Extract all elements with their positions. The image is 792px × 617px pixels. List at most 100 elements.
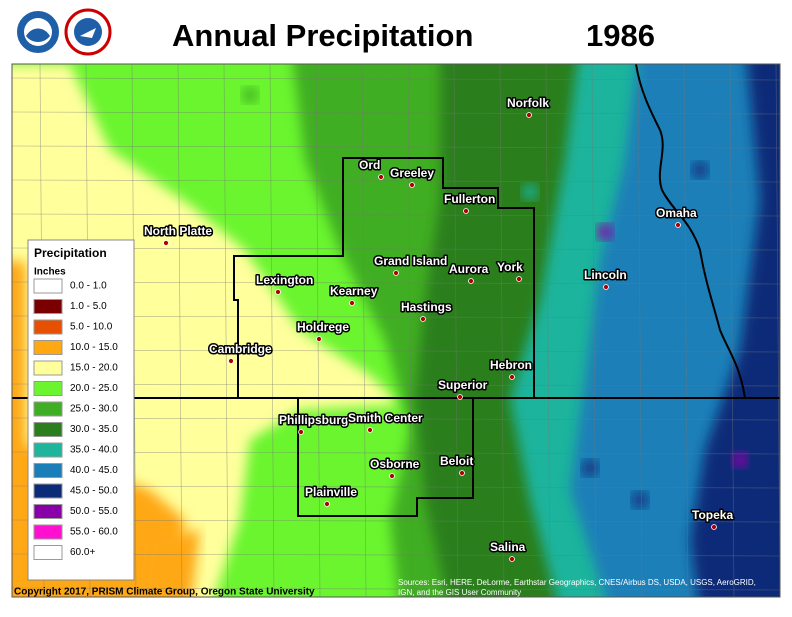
city-label: Kearney	[330, 284, 378, 298]
city-dot	[298, 429, 304, 435]
city-dot	[378, 174, 384, 180]
sources: IGN, and the GIS User Community	[398, 588, 521, 597]
city-dot	[393, 270, 399, 276]
legend-label: 15.0 - 20.0	[70, 363, 118, 374]
city-dot	[316, 336, 322, 342]
city-dot	[389, 473, 395, 479]
county-line	[499, 64, 505, 597]
legend-title: Precipitation	[34, 246, 107, 260]
city-label: North Platte	[144, 224, 212, 238]
city-label: Hastings	[401, 300, 452, 314]
city-dot	[459, 470, 465, 476]
legend-label: 20.0 - 25.0	[70, 383, 118, 394]
city-dot	[409, 182, 415, 188]
county-line	[12, 451, 780, 455]
city-dot	[516, 276, 522, 282]
legend-label: 1.0 - 5.0	[70, 301, 107, 312]
county-line	[591, 64, 597, 597]
city-dot	[468, 278, 474, 284]
zone	[12, 260, 26, 597]
city-label: Grand Island	[374, 254, 447, 268]
county-line	[12, 519, 780, 523]
legend-swatch	[33, 483, 63, 499]
legend-label: 60.0+	[70, 547, 95, 558]
county-line	[453, 64, 459, 597]
zone-spot	[582, 460, 598, 476]
city-label: Lincoln	[584, 268, 627, 282]
county-lines	[12, 64, 780, 597]
city-label: Plainville	[305, 485, 357, 499]
nws-logo	[64, 8, 112, 56]
legend-label: 55.0 - 60.0	[70, 527, 118, 538]
county-line	[729, 64, 735, 597]
county-line	[407, 64, 413, 597]
city-label: Superior	[438, 378, 488, 392]
legend-label: 45.0 - 50.0	[70, 486, 118, 497]
city-dot	[324, 501, 330, 507]
zone-spot	[692, 162, 708, 178]
legend-units: Inches	[34, 267, 66, 278]
legend-swatch	[33, 545, 63, 560]
city-label: Fullerton	[444, 192, 495, 206]
city-label: Lexington	[256, 273, 313, 287]
city-label: Osborne	[370, 457, 420, 471]
cities: Norfolk Ord Greeley Fullerton North Platte Om…	[143, 95, 735, 562]
city-label: Cambridge	[209, 342, 272, 356]
city-label: Greeley	[390, 166, 434, 180]
legend-swatch	[33, 340, 63, 355]
city-label: York	[497, 260, 523, 274]
map-frame	[11, 63, 781, 598]
city-dot	[603, 284, 609, 290]
legend-swatch	[33, 381, 63, 396]
legend-swatch	[33, 463, 63, 478]
legend-swatch	[33, 299, 63, 314]
legend-label: 0.0 - 1.0	[70, 281, 107, 292]
county-line	[12, 485, 780, 489]
legend-swatch	[33, 278, 63, 294]
legend-swatch	[33, 319, 63, 335]
legend-label: 30.0 - 35.0	[70, 424, 118, 435]
city-dot	[163, 240, 169, 246]
county-line	[177, 64, 183, 597]
title: Annual Precipitation	[172, 18, 473, 53]
map-area	[12, 64, 780, 597]
county-line	[12, 247, 780, 251]
city-label: Holdrege	[297, 320, 349, 334]
city-dot	[675, 222, 681, 228]
zone-spot	[732, 452, 748, 468]
county-line	[637, 64, 643, 597]
copyright: Copyright 2017, PRISM Climate Group, Ore…	[14, 587, 315, 598]
legend-label: 25.0 - 30.0	[70, 404, 118, 415]
legend-swatch	[33, 401, 63, 417]
county-line	[269, 64, 275, 597]
city-dot	[509, 374, 515, 380]
county-line	[12, 349, 780, 353]
city-dot	[711, 524, 717, 530]
city-dot	[526, 112, 532, 118]
county-line	[12, 383, 780, 387]
legend-label: 40.0 - 45.0	[70, 465, 118, 476]
legend-label: 10.0 - 15.0	[70, 342, 118, 353]
zone-spot	[632, 492, 648, 508]
county-line	[12, 145, 780, 149]
city-label: Phillipsburg	[279, 413, 348, 427]
city-dot	[228, 358, 234, 364]
city-dot	[275, 289, 281, 295]
city-dot	[509, 556, 515, 562]
county-line	[12, 553, 780, 557]
county-line	[315, 64, 321, 597]
legend-label: 5.0 - 10.0	[70, 322, 113, 333]
county-line	[12, 281, 780, 285]
legend-swatch	[33, 442, 63, 458]
city-label: Hebron	[490, 358, 532, 372]
city-label: Ord	[359, 158, 380, 172]
zone	[690, 64, 780, 597]
legend-swatch	[33, 422, 63, 437]
county-line	[12, 587, 780, 591]
river-border	[635, 64, 746, 399]
city-dot	[463, 208, 469, 214]
zone-spot	[522, 184, 538, 200]
city-label: Smith Center	[348, 411, 423, 425]
legend-swatch	[33, 504, 63, 519]
region-outline	[233, 157, 535, 517]
